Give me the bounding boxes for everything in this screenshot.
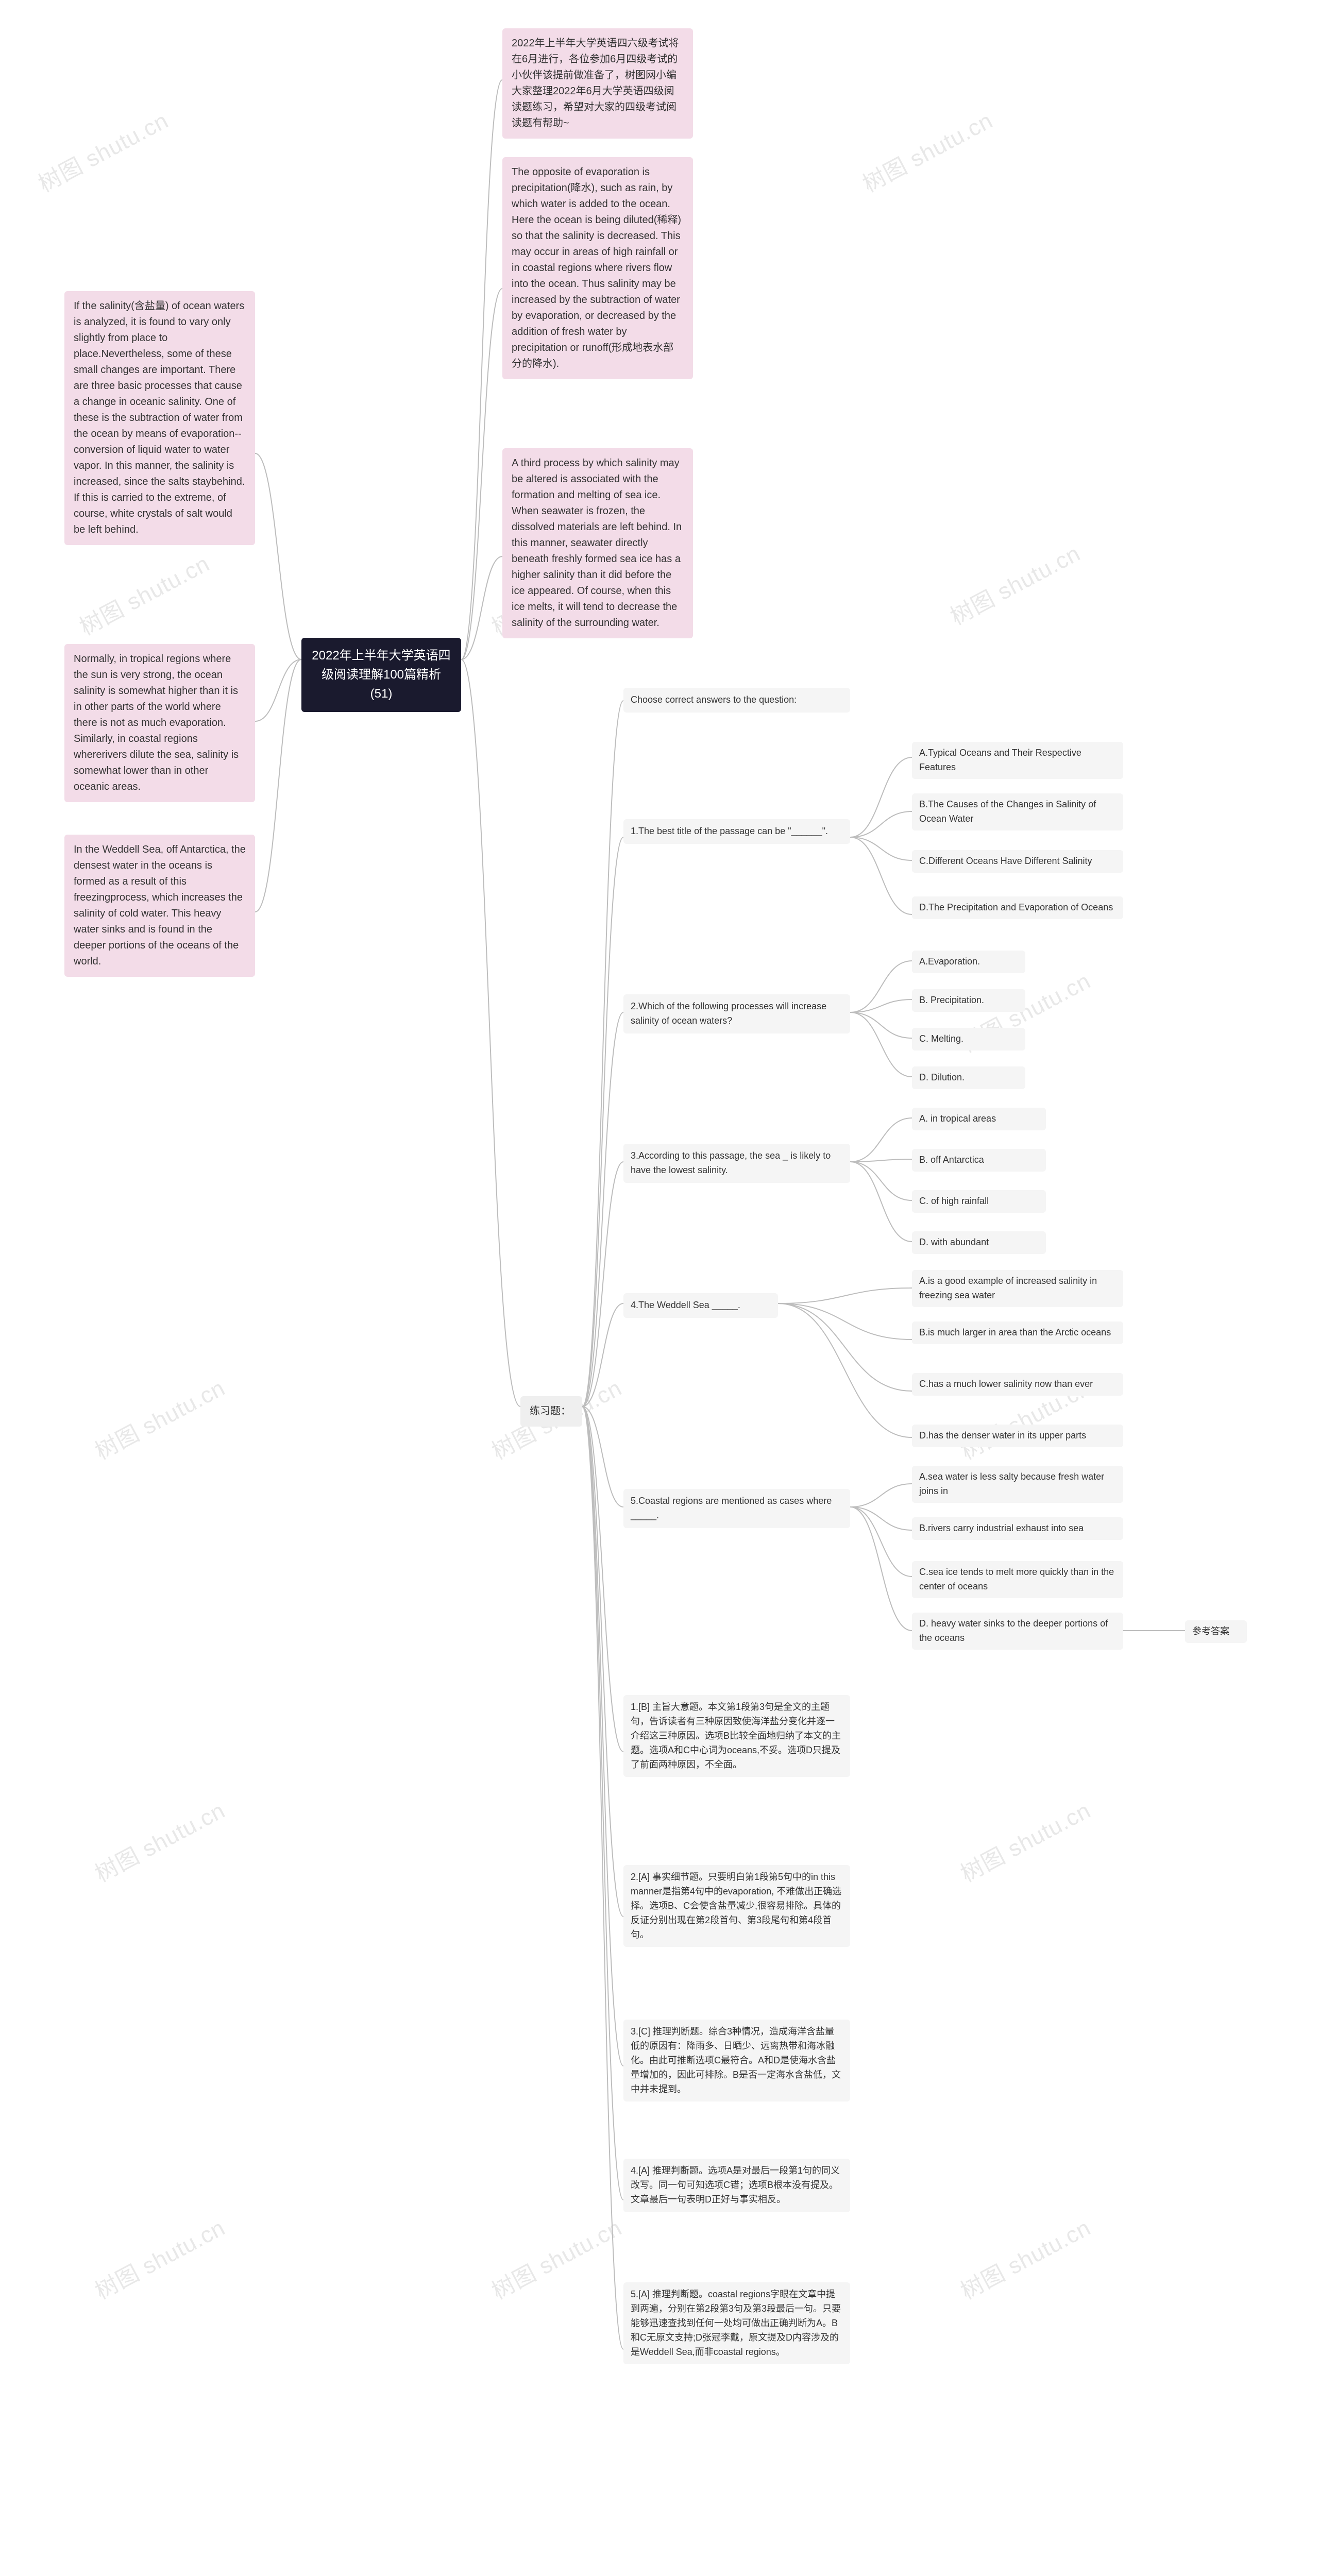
left-p1: If the salinity(含盐量) of ocean waters is … — [64, 291, 255, 545]
q1-a: A.Typical Oceans and Their Respective Fe… — [912, 742, 1123, 779]
q4-d: D.has the denser water in its upper part… — [912, 1425, 1123, 1447]
instruction: Choose correct answers to the question: — [623, 688, 850, 713]
title-l2: 级阅读理解100篇精析(51) — [311, 665, 452, 703]
q4-a: A.is a good example of increased salinit… — [912, 1270, 1123, 1307]
watermark: 树图 shutu.cn — [485, 2210, 627, 2306]
q3-c: C. of high rainfall — [912, 1190, 1046, 1213]
right-r1: 2022年上半年大学英语四六级考试将在6月进行，各位参加6月四级考试的小伙伴该提… — [502, 28, 693, 139]
q2: 2.Which of the following processes will … — [623, 994, 850, 1033]
right-r2: The opposite of evaporation is precipita… — [502, 157, 693, 379]
left-p3: In the Weddell Sea, off Antarctica, the … — [64, 835, 255, 977]
q5-c: C.sea ice tends to melt more quickly tha… — [912, 1561, 1123, 1598]
watermark: 树图 shutu.cn — [954, 1792, 1095, 1889]
q1-d: D.The Precipitation and Evaporation of O… — [912, 896, 1123, 919]
watermark: 树图 shutu.cn — [88, 2210, 230, 2306]
q4: 4.The Weddell Sea _____. — [623, 1293, 778, 1318]
left-p2: Normally, in tropical regions where the … — [64, 644, 255, 802]
q5: 5.Coastal regions are mentioned as cases… — [623, 1489, 850, 1528]
q5-d: D. heavy water sinks to the deeper porti… — [912, 1613, 1123, 1650]
right-r3: A third process by which salinity may be… — [502, 448, 693, 638]
center-node: 2022年上半年大学英语四 级阅读理解100篇精析(51) — [301, 638, 461, 712]
e3: 3.[C] 推理判断题。综合3种情况，造成海洋含盐量低的原因有：降雨多、日晒少、… — [623, 2020, 850, 2102]
q3-b: B. off Antarctica — [912, 1149, 1046, 1172]
watermark: 树图 shutu.cn — [88, 1370, 230, 1466]
q5-b: B.rivers carry industrial exhaust into s… — [912, 1517, 1123, 1540]
e2: 2.[A] 事实细节题。只要明白第1段第5句中的in this manner是指… — [623, 1865, 850, 1947]
watermark: 树图 shutu.cn — [31, 103, 173, 199]
q2-a: A.Evaporation. — [912, 951, 1025, 973]
q1: 1.The best title of the passage can be "… — [623, 819, 850, 844]
q1-b: B.The Causes of the Changes in Salinity … — [912, 793, 1123, 831]
q3: 3.According to this passage, the sea _ i… — [623, 1144, 850, 1183]
watermark: 树图 shutu.cn — [943, 535, 1085, 632]
q3-a: A. in tropical areas — [912, 1108, 1046, 1130]
watermark: 树图 shutu.cn — [88, 1792, 230, 1889]
q2-c: C. Melting. — [912, 1028, 1025, 1050]
e4: 4.[A] 推理判断题。选项A是对最后一段第1句的同义改写。同一句可知选项C错；… — [623, 2159, 850, 2212]
e5: 5.[A] 推理判断题。coastal regions字眼在文章中提到两遍，分别… — [623, 2282, 850, 2364]
q5-a: A.sea water is less salty because fresh … — [912, 1466, 1123, 1503]
title-l1: 2022年上半年大学英语四 — [311, 646, 452, 665]
watermark: 树图 shutu.cn — [856, 103, 997, 199]
answers-label: 参考答案 — [1185, 1620, 1247, 1643]
e1: 1.[B] 主旨大意题。本文第1段第3句是全文的主题句，告诉读者有三种原因致使海… — [623, 1695, 850, 1777]
q3-d: D. with abundant — [912, 1231, 1046, 1254]
q2-d: D. Dilution. — [912, 1066, 1025, 1089]
watermark: 树图 shutu.cn — [954, 2210, 1095, 2306]
q2-b: B. Precipitation. — [912, 989, 1025, 1012]
q4-c: C.has a much lower salinity now than eve… — [912, 1373, 1123, 1396]
q1-c: C.Different Oceans Have Different Salini… — [912, 850, 1123, 873]
watermark: 树图 shutu.cn — [73, 546, 214, 642]
q4-b: B.is much larger in area than the Arctic… — [912, 1321, 1123, 1344]
exercise-label: 练习题： — [520, 1396, 582, 1427]
